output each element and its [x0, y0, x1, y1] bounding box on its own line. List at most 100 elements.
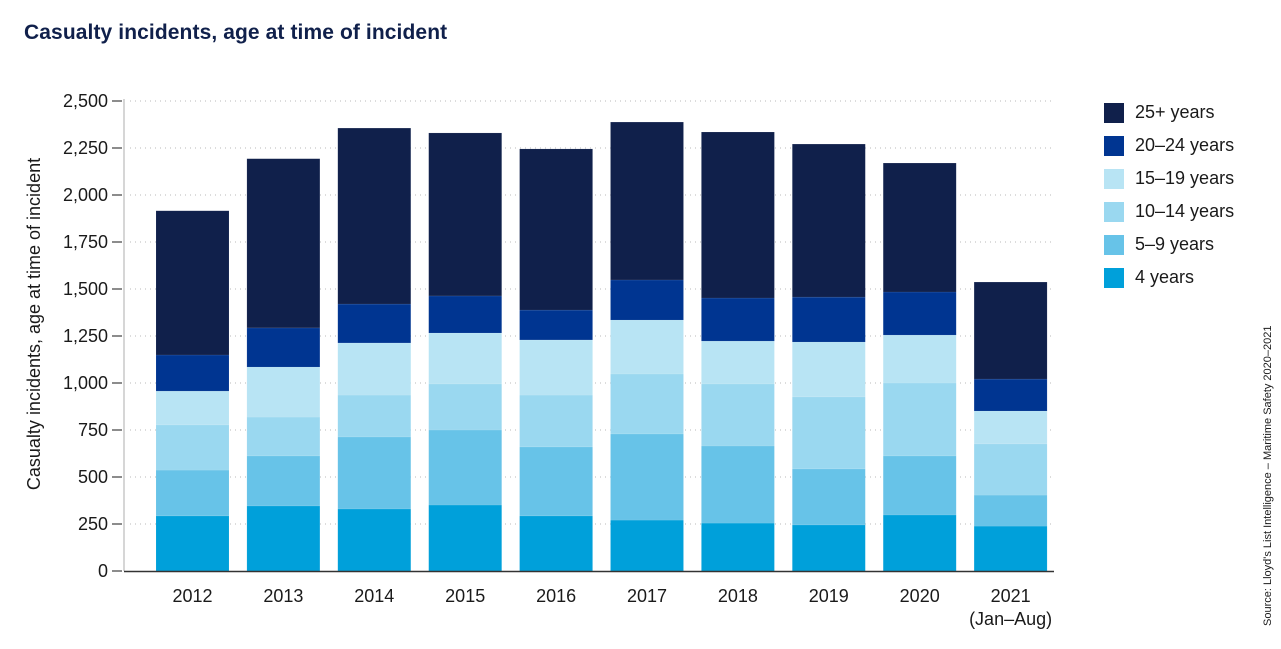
bar-segment-4-years: [337, 508, 412, 572]
legend-swatch: [1104, 267, 1124, 288]
y-tick-label: 750: [78, 420, 108, 440]
bar-segment-15-19-years: [792, 341, 866, 398]
bar-stack-2016: [519, 148, 593, 572]
legend-item: 15–19 years: [1104, 162, 1234, 195]
source-note: Source: Lloyd's List Intelligence – Mari…: [1262, 325, 1274, 627]
bar-segment-15-19-years: [519, 339, 593, 396]
bar-segment-10-14-years: [882, 382, 957, 457]
bar-segment-5-9-years: [973, 494, 1048, 527]
bar-segment-15-19-years: [882, 334, 957, 384]
x-tick-label: 2014: [354, 586, 394, 606]
bar-segment-25+-years: [973, 281, 1048, 380]
legend-item: 10–14 years: [1104, 195, 1234, 228]
bar-segment-4-years: [973, 525, 1048, 572]
bar-segment-20-24-years: [792, 296, 866, 343]
bar-segment-25+-years: [882, 162, 957, 293]
bar-stack-2015: [428, 132, 502, 572]
legend-swatch: [1104, 102, 1124, 123]
bar-segment-4-years: [246, 505, 321, 572]
bar-segment-5-9-years: [246, 455, 321, 507]
bar-segment-5-9-years: [610, 433, 684, 521]
bar-segment-20-24-years: [428, 295, 502, 334]
legend-swatch: [1104, 168, 1124, 189]
bar-segment-4-years: [701, 522, 775, 572]
bar-segment-15-19-years: [610, 319, 684, 375]
x-tick-label: 2013: [263, 586, 303, 606]
bar-stack-2018: [701, 131, 775, 572]
bar-stack-2013: [246, 158, 321, 572]
bar-stack-2014: [337, 127, 412, 572]
x-tick-label: 2020: [900, 586, 940, 606]
bar-stack-2021: [973, 281, 1048, 572]
legend-item: 4 years: [1104, 261, 1234, 294]
bar-segment-25+-years: [428, 132, 502, 297]
bar-segment-5-9-years: [519, 446, 593, 517]
bar-segment-4-years: [610, 519, 684, 572]
bar-segment-20-24-years: [882, 291, 957, 336]
bar-segment-10-14-years: [246, 416, 321, 457]
x-tick-label: 2021: [991, 586, 1031, 606]
bar-segment-15-19-years: [337, 342, 412, 396]
bar-segment-10-14-years: [973, 443, 1048, 496]
x-tick-label: 2018: [718, 586, 758, 606]
bar-segment-5-9-years: [155, 469, 230, 517]
x-tick-label: 2019: [809, 586, 849, 606]
legend-label: 4 years: [1135, 267, 1195, 287]
bar-segment-20-24-years: [973, 378, 1048, 412]
legend-swatch: [1104, 201, 1124, 222]
bar-segment-4-years: [882, 514, 957, 572]
x-tick-label: 2016: [536, 586, 576, 606]
y-tick-label: 1,750: [63, 232, 108, 252]
bar-segment-10-14-years: [519, 394, 593, 448]
legend: 25+ years 20–24 years 15–19 years 10–14 yea…: [1104, 96, 1234, 294]
bar-segment-20-24-years: [519, 309, 593, 341]
bar-segment-25+-years: [246, 158, 321, 329]
y-axis-title: Casualty incidents, age at time of incid…: [24, 158, 44, 490]
y-tick-label: 2,250: [63, 138, 108, 158]
x-tick-label: 2012: [172, 586, 212, 606]
bar-segment-10-14-years: [337, 394, 412, 438]
bar-segment-4-years: [428, 504, 502, 572]
y-tick-label: 500: [78, 467, 108, 487]
x-tick-label: 2017: [627, 586, 667, 606]
bar-segment-25+-years: [792, 143, 866, 298]
bar-segment-20-24-years: [155, 354, 230, 392]
x-tick-sublabel: (Jan–Aug): [969, 609, 1052, 629]
chart-title: Casualty incidents, age at time of incid…: [24, 21, 448, 44]
bar-segment-15-19-years: [155, 390, 230, 426]
bar-segment-20-24-years: [337, 303, 412, 344]
legend-item: 20–24 years: [1104, 129, 1234, 162]
y-tick-label: 1,000: [63, 373, 108, 393]
y-tick-label: 2,000: [63, 185, 108, 205]
x-axis: 2012 2013 2014 2015 2016 2017 2018 2019 2020 2021…: [124, 570, 1054, 629]
legend-swatch: [1104, 234, 1124, 255]
bar-segment-15-19-years: [428, 332, 502, 385]
legend-label: 15–19 years: [1135, 168, 1235, 188]
bars: [155, 121, 1048, 572]
bar-segment-5-9-years: [337, 436, 412, 510]
bar-segment-25+-years: [701, 131, 775, 299]
bar-segment-10-14-years: [701, 383, 775, 447]
bar-segment-25+-years: [337, 127, 412, 305]
y-tick-label: 0: [98, 561, 108, 581]
bar-segment-20-24-years: [610, 279, 684, 321]
bar-segment-20-24-years: [701, 297, 775, 342]
bar-segment-10-14-years: [610, 373, 684, 435]
bar-stack-2020: [882, 162, 957, 572]
legend-label: 20–24 years: [1135, 135, 1235, 155]
x-tick-label: 2015: [445, 586, 485, 606]
bar-segment-25+-years: [610, 121, 684, 281]
y-tick-label: 2,500: [63, 91, 108, 111]
bar-segment-15-19-years: [973, 410, 1048, 445]
bar-segment-15-19-years: [701, 340, 775, 385]
legend-swatch: [1104, 135, 1124, 156]
bar-segment-25+-years: [155, 210, 230, 356]
bar-segment-15-19-years: [246, 366, 321, 418]
bar-segment-5-9-years: [701, 445, 775, 524]
bar-segment-10-14-years: [428, 383, 502, 431]
bar-stack-2019: [792, 143, 866, 572]
bar-segment-20-24-years: [246, 327, 321, 368]
bar-segment-10-14-years: [792, 396, 866, 470]
legend-item: 25+ years: [1104, 96, 1234, 129]
